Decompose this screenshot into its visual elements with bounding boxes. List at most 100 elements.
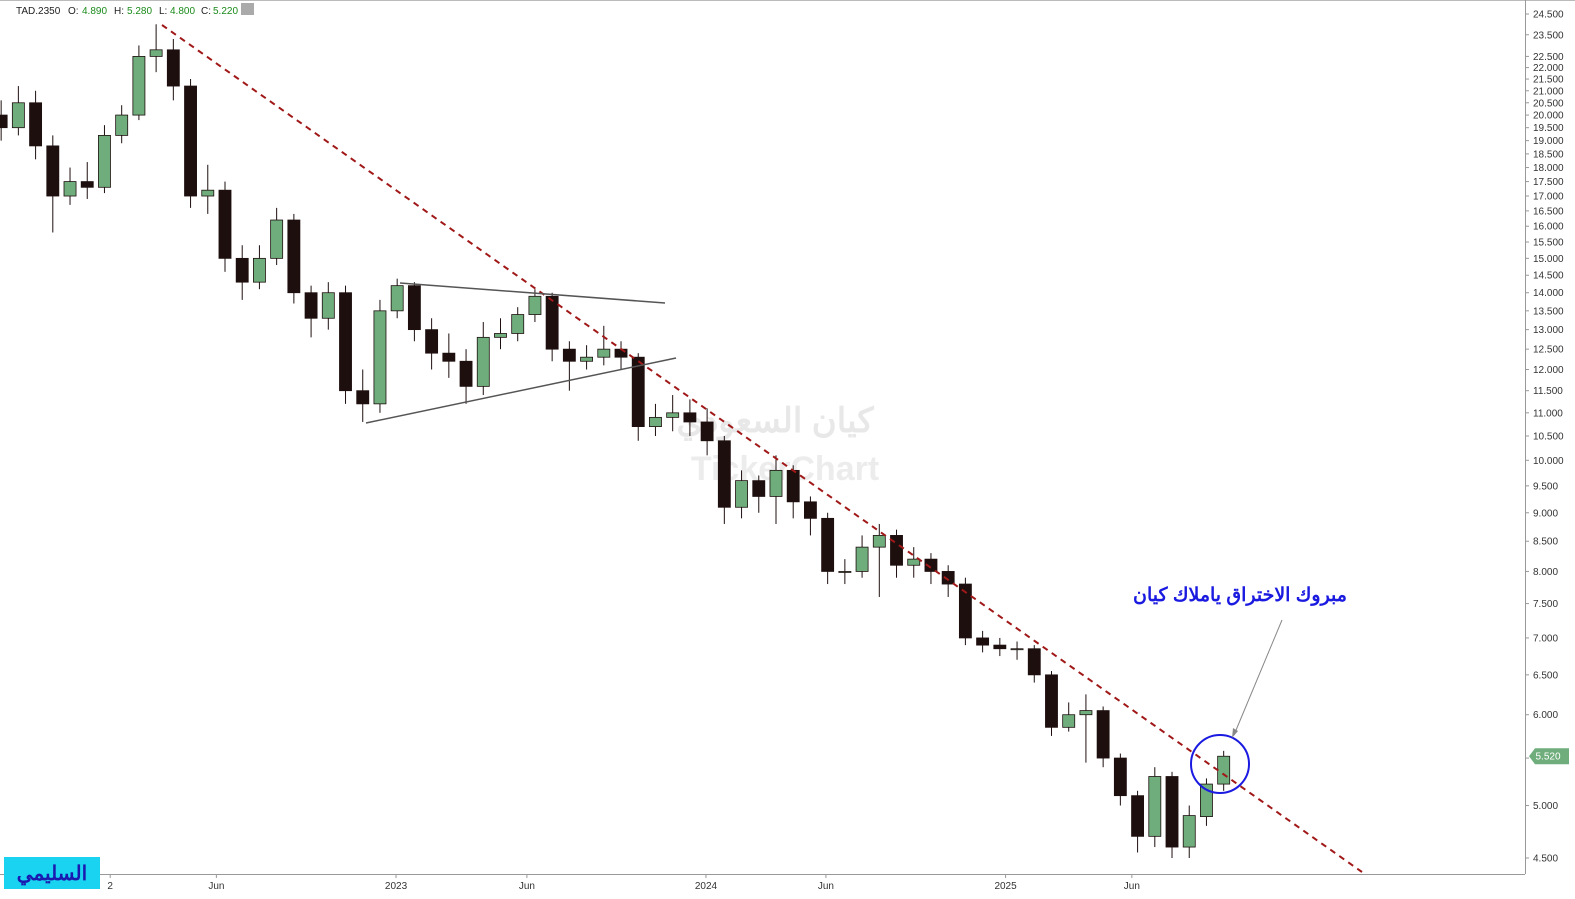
candle-body [149,49,163,57]
y-tick-label: 11.500 [1533,386,1563,397]
y-tick-label: 9.500 [1533,481,1558,492]
last-price-label: 5.520 [1535,752,1560,763]
candle-body [958,583,972,639]
arrow-head [1232,728,1238,738]
ohlc-value: 4.890 [82,6,107,17]
candle-body [511,314,525,334]
y-tick-label: 16.500 [1533,206,1564,217]
y-tick-label: 19.500 [1533,123,1564,134]
candle-body [1079,710,1093,716]
candle-body [803,501,817,519]
last-price-tag [1529,748,1569,765]
signature: السليمي [17,863,87,886]
candle-body [11,102,25,129]
x-tick-label: 2 [107,881,113,892]
candle-body [907,558,921,566]
y-tick-label: 13.500 [1533,306,1564,317]
symbol: TAD.2350 [16,6,61,17]
candle-body [528,295,542,315]
y-tick-label: 23.500 [1533,30,1564,41]
y-tick-label: 12.000 [1533,365,1564,376]
trend-line [161,24,1363,873]
candle-body [924,558,938,572]
candle-body [1217,755,1231,785]
y-tick-label: 18.000 [1533,163,1564,174]
candle-body [1045,674,1058,728]
candle-body [218,189,232,259]
candle-body [545,295,559,350]
candle-body [1062,714,1076,728]
candle-body [580,356,594,362]
candle-body [976,637,990,646]
y-tick-label: 15.000 [1533,254,1564,265]
candle-body [700,421,714,442]
y-tick-label: 17.500 [1533,177,1564,188]
header: TAD.2350 O: 4.890 H: 5.280 L: 4.800 C: 5… [16,3,254,17]
y-tick-label: 20.500 [1533,98,1564,109]
y-tick-label: 13.000 [1533,325,1564,336]
candle-body [890,535,903,566]
triangle-lower [365,357,677,424]
x-tick-label: 2024 [695,881,718,892]
candle-body [390,285,404,312]
ohlc-label: H: [114,6,124,17]
candle-body [476,336,490,387]
y-tick-label: 7.500 [1533,599,1558,610]
y-tick-label: 8.000 [1533,567,1558,578]
candle-body [425,329,439,354]
y-tick-label: 11.000 [1533,408,1563,419]
candle-body [631,356,645,428]
candle-body [597,348,611,358]
candle-body [752,480,766,497]
menu-button[interactable] [241,3,254,15]
y-tick-label: 16.000 [1533,222,1564,233]
y-tick-label: 10.000 [1533,456,1564,467]
plot [0,24,1231,858]
candle-body [356,390,370,405]
candle-body [166,49,180,87]
candle-body [115,114,129,136]
candle-body [717,440,731,508]
y-tick-label: 9.000 [1533,508,1558,519]
x-tick-label: Jun [818,881,834,892]
candle-body [46,145,60,197]
y-tick-label: 10.500 [1533,432,1564,443]
ohlc-label: L: [159,6,167,17]
candle-body [80,181,94,188]
candle-body [1165,776,1179,848]
candle-body [304,292,318,319]
y-tick-label: 18.500 [1533,149,1564,160]
y-tick-label: 5.000 [1533,801,1558,812]
candle-body [735,480,748,508]
annotation: مبروك الاختراق ياملاك كيان [1133,585,1347,606]
y-tick-label: 22.500 [1533,52,1564,63]
candle-body [786,469,800,503]
candle-body [235,257,249,283]
candle-body [407,285,421,331]
candle-body [821,517,835,572]
x-tick-label: Jun [1124,881,1140,892]
candle-body [562,348,576,362]
y-tick-label: 14.000 [1533,288,1564,299]
candle-body [98,135,111,188]
candle-body [941,571,955,585]
annotation-arrow [1233,619,1283,736]
candle-body [321,292,335,319]
candle-body [270,219,284,259]
signature-box [4,857,100,889]
y-tick-label: 4.500 [1533,854,1558,865]
candle-body [1200,783,1213,818]
candle-body [683,412,697,423]
y-tick-label: 21.000 [1533,86,1564,97]
candle-body [287,219,301,294]
candle-body [494,333,507,338]
candle-body [1113,757,1127,797]
candle-body [872,535,886,548]
candle-body [1096,710,1110,759]
candle-body [201,189,215,197]
candle-body [1182,815,1196,848]
y-tick-label: 21.500 [1533,75,1564,86]
